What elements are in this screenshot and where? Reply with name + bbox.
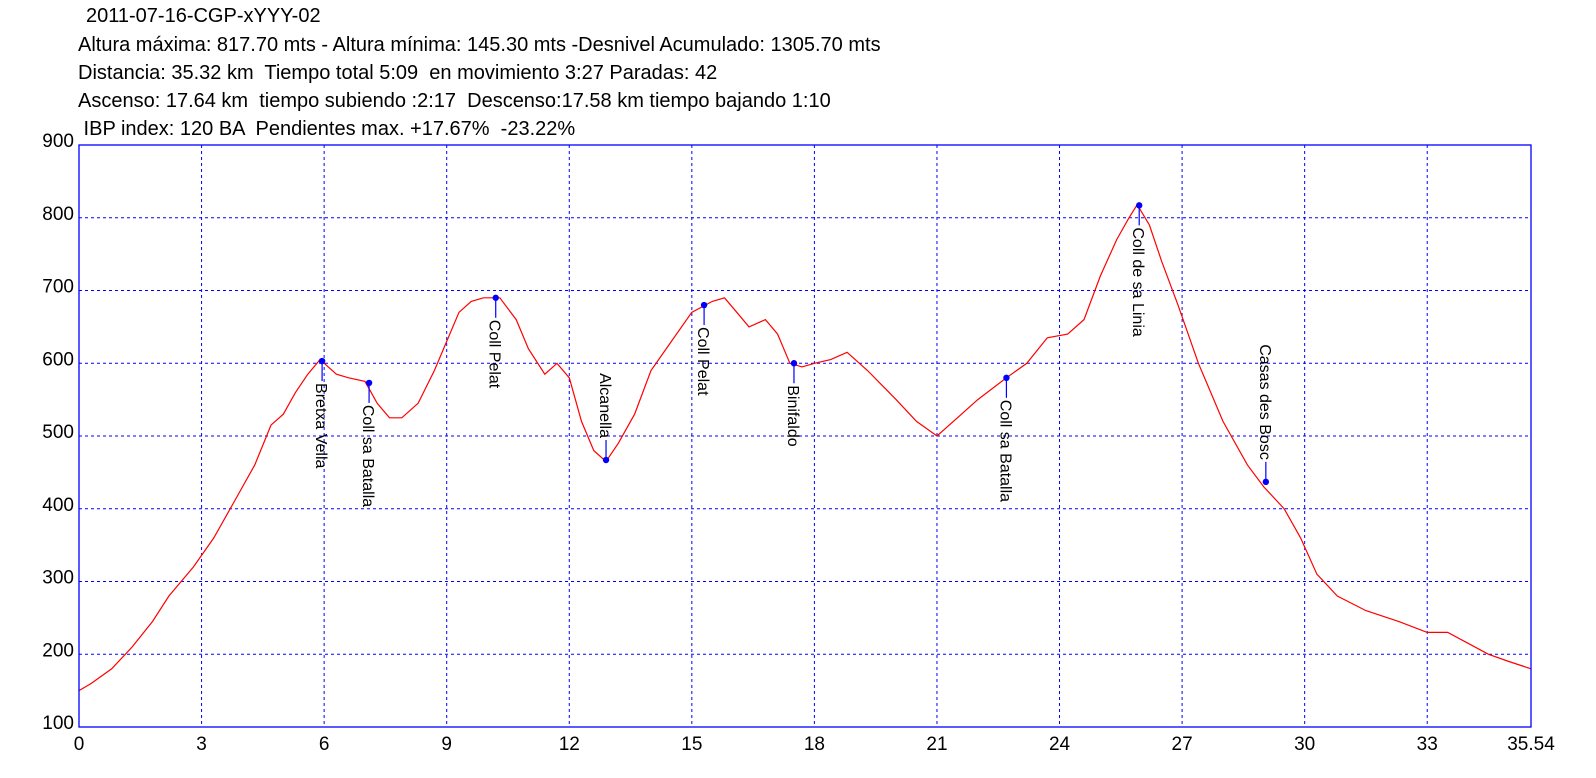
- waypoint: Bretxa Vella: [312, 357, 329, 469]
- altitude-summary: Altura máxima: 817.70 mts - Altura mínim…: [78, 34, 881, 56]
- x-tick-label: 0: [74, 734, 85, 755]
- waypoint: Coll Pelat: [694, 301, 711, 396]
- x-tick-label: 33: [1417, 734, 1438, 755]
- ibp-summary: IBP index: 120 BA Pendientes max. +17.67…: [78, 118, 576, 140]
- x-tick-label: 6: [319, 734, 330, 755]
- waypoint-label: Bretxa Vella: [312, 383, 329, 468]
- y-tick-label: 400: [42, 495, 74, 516]
- waypoint: Binifaldo: [784, 360, 801, 447]
- ascent-descent-summary: Ascenso: 17.64 km tiempo subiendo :2:17 …: [78, 90, 831, 112]
- waypoint: Coll de sa Linia: [1129, 202, 1146, 337]
- waypoint-markers: Bretxa Vella Coll sa Batalla Coll Pelat Alc…: [312, 202, 1273, 507]
- grid-lines: [79, 145, 1531, 727]
- waypoint-dot: [1262, 478, 1270, 486]
- elevation-line: [78, 203, 1532, 692]
- waypoint: Coll sa Batalla: [359, 379, 376, 507]
- waypoint-dot: [1135, 202, 1143, 209]
- plot-frame: [78, 144, 1532, 728]
- waypoint: Coll sa Batalla: [996, 374, 1013, 502]
- x-axis-ticks: 0 3 6 9 12 15 18 21 24 27 30 33 35.54: [74, 734, 1555, 755]
- track-title: 2011-07-16-CGP-xYYY-02: [86, 5, 321, 27]
- x-tick-label: 30: [1294, 734, 1315, 755]
- y-tick-label: 200: [42, 640, 74, 661]
- distance-summary: Distancia: 35.32 km Tiempo total 5:09 en…: [78, 62, 718, 84]
- waypoint-dot: [318, 357, 326, 365]
- y-tick-label: 500: [42, 422, 74, 443]
- waypoint-label: Alcanella: [596, 373, 613, 438]
- waypoint-dot: [700, 301, 708, 309]
- y-tick-label: 300: [42, 568, 74, 589]
- y-tick-label: 600: [42, 349, 74, 370]
- waypoint-dot: [365, 379, 373, 387]
- waypoint-label: Coll de sa Linia: [1129, 227, 1146, 337]
- waypoint: Alcanella: [596, 373, 613, 464]
- waypoint-label: Coll Pelat: [486, 320, 503, 389]
- x-tick-label: 3: [196, 734, 207, 755]
- waypoint: Coll Pelat: [486, 294, 503, 389]
- x-tick-label: 35.54: [1507, 734, 1555, 755]
- y-tick-label: 700: [42, 277, 74, 298]
- waypoint-dot: [492, 294, 499, 301]
- waypoint-label: Casas des Bosc: [1256, 344, 1273, 460]
- y-axis-ticks: 100 200 300 400 500 600 700 800 900: [42, 131, 74, 734]
- x-tick-label: 24: [1049, 734, 1071, 755]
- waypoint: Casas des Bosc: [1256, 344, 1273, 486]
- x-tick-label: 18: [804, 734, 825, 755]
- y-tick-label: 900: [42, 131, 74, 152]
- waypoint-label: Coll sa Batalla: [359, 405, 376, 507]
- y-tick-label: 100: [42, 713, 74, 734]
- x-tick-label: 15: [681, 734, 702, 755]
- waypoint-dot: [602, 456, 610, 464]
- x-tick-label: 9: [441, 734, 452, 755]
- waypoint-dot: [1003, 374, 1010, 381]
- waypoint-dot: [790, 360, 798, 367]
- waypoint-label: Binifaldo: [784, 385, 801, 446]
- y-tick-label: 800: [42, 204, 74, 225]
- x-tick-label: 27: [1172, 734, 1193, 755]
- x-tick-label: 12: [559, 734, 580, 755]
- waypoint-label: Coll Pelat: [694, 327, 711, 396]
- waypoint-label: Coll sa Batalla: [996, 400, 1013, 502]
- x-tick-label: 21: [926, 734, 947, 755]
